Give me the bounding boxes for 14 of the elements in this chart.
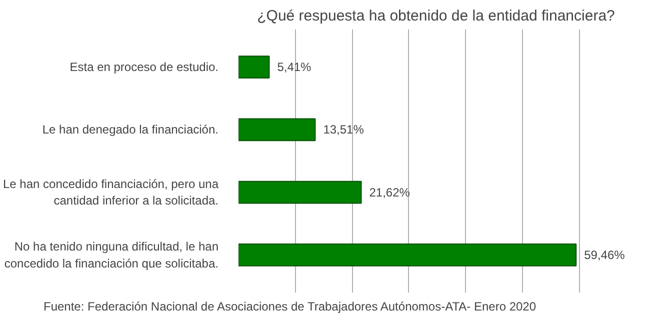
bar [238, 56, 270, 79]
y-tick-label: No ha tenido ninguna dificultad, le han concedido la financiación que solicitaba. [4, 240, 219, 270]
data-label: 5,41% [277, 60, 312, 74]
bar [238, 118, 316, 142]
y-tick-label: Le han concedido financiación, pero una cantidad inferior a la solicitada. [3, 176, 219, 208]
chart-title: ¿Qué respuesta ha obtenido de la entidad financiera? [257, 8, 615, 24]
y-tick-label: Le han denegado la financiación. [42, 122, 219, 137]
data-label: 59,46% [584, 248, 626, 262]
data-label: 13,51% [323, 122, 364, 137]
bar [238, 180, 362, 204]
source-note: Fuente: Federación Nacional de Asociaciones de Trabajadores Autónomos-ATA- Enero 2020 [44, 300, 536, 314]
y-tick-label: Esta en proceso de estudio. [70, 60, 218, 74]
bar [238, 243, 577, 266]
data-label: 21,62% [369, 185, 410, 200]
